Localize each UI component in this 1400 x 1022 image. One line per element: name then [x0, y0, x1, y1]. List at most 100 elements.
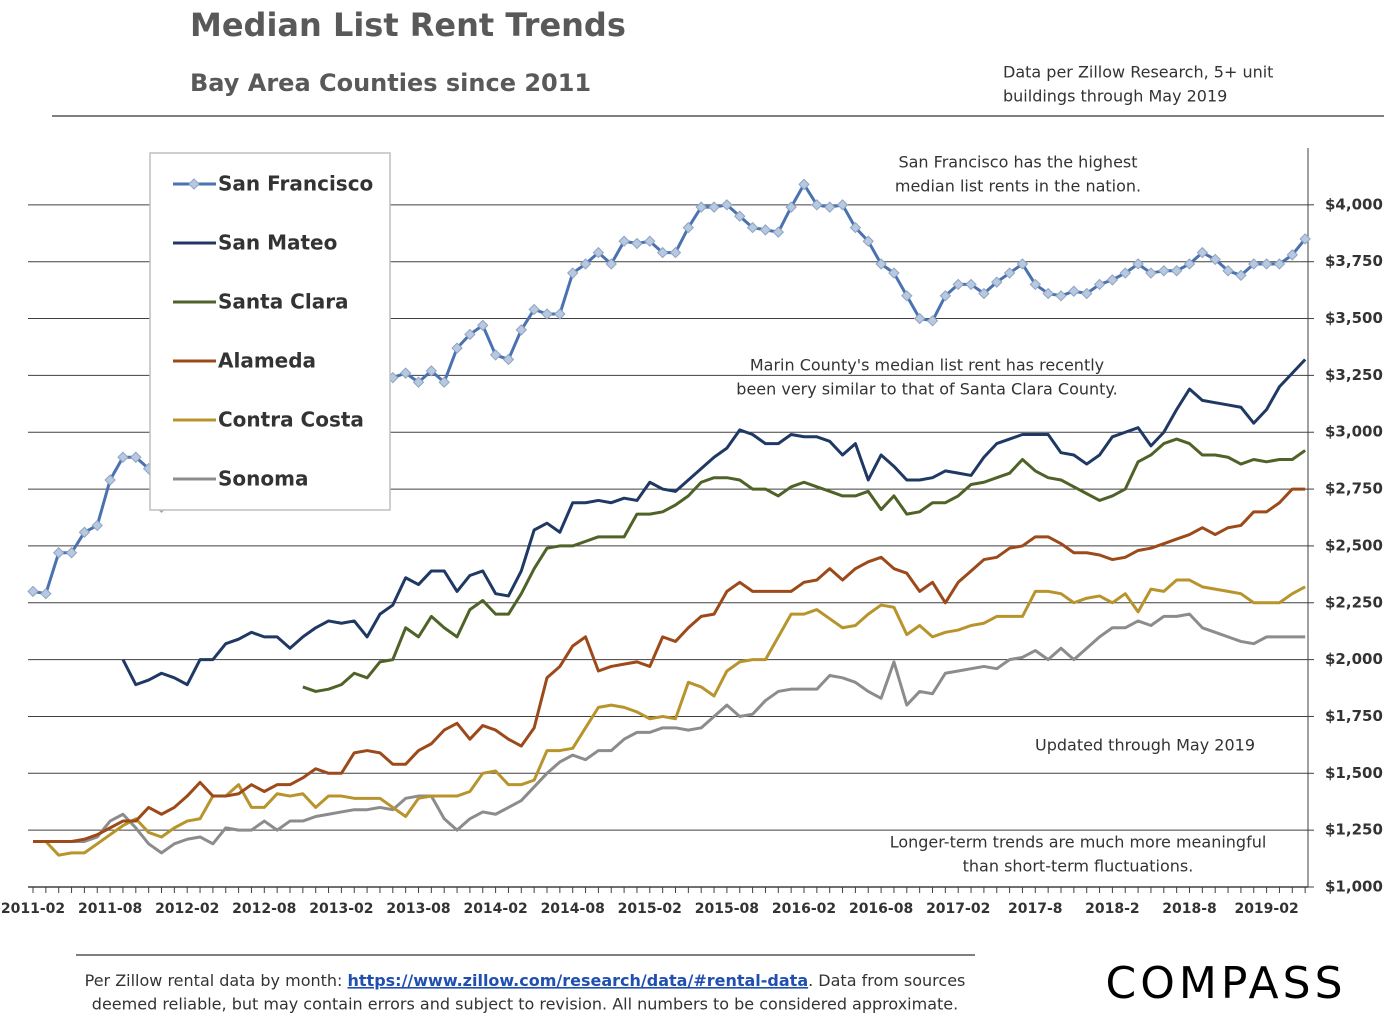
series-marker — [52, 547, 65, 559]
chart-title: Median List Rent Trends — [190, 6, 626, 44]
annotation: than short-term fluctuations. — [963, 857, 1194, 876]
footer-text: Per Zillow rental data by month: https:/… — [85, 971, 966, 990]
legend-label: San Mateo — [218, 231, 337, 255]
series-marker — [759, 224, 772, 236]
series-marker — [1273, 258, 1286, 270]
logo: COMPASS — [1106, 958, 1347, 1009]
y-tick-label: $3,000 — [1325, 423, 1383, 441]
y-tick-label: $3,750 — [1325, 252, 1383, 270]
x-tick-label: 2018-8 — [1162, 901, 1217, 917]
series-marker — [656, 246, 669, 259]
legend-label: Alameda — [218, 349, 316, 373]
series-marker — [875, 258, 887, 270]
source-note: buildings through May 2019 — [1003, 87, 1227, 106]
series-marker — [1119, 267, 1131, 279]
series-marker — [1235, 269, 1247, 282]
series-marker — [836, 199, 849, 211]
legend-box — [149, 152, 391, 511]
x-tick-label: 2016-08 — [849, 901, 913, 917]
series-marker — [734, 210, 746, 222]
source-note: Data per Zillow Research, 5+ unit — [1003, 63, 1273, 82]
series-line — [302, 437, 1307, 693]
series-marker — [862, 235, 874, 247]
series-line — [33, 578, 1306, 857]
series-marker — [412, 376, 425, 388]
series-marker — [40, 587, 52, 600]
x-tick-label: 2018-2 — [1085, 901, 1140, 917]
y-tick-label: $2,500 — [1325, 536, 1383, 554]
series-marker — [965, 278, 977, 291]
series-line — [33, 487, 1306, 844]
x-tick-label: 2014-02 — [463, 901, 527, 917]
series-marker — [117, 451, 129, 463]
x-tick-label: 2013-08 — [386, 901, 450, 917]
series-line — [33, 612, 1306, 855]
series-marker — [695, 201, 707, 213]
series-marker — [811, 199, 823, 211]
series-marker — [566, 267, 579, 279]
series-marker — [1260, 258, 1273, 270]
series-marker — [1093, 278, 1106, 291]
series-marker — [579, 258, 592, 270]
series-marker — [1248, 258, 1260, 270]
series-marker — [27, 585, 39, 598]
series-marker — [901, 290, 913, 302]
series-marker — [991, 276, 1003, 288]
series-marker — [425, 365, 438, 377]
series-marker — [515, 324, 528, 336]
series-marker — [939, 290, 952, 302]
y-tick-label: $2,750 — [1325, 480, 1383, 498]
y-tick-label: $4,000 — [1325, 195, 1383, 213]
footer-text: Per Zillow rental data by month: — [85, 971, 348, 990]
series-marker — [528, 303, 540, 316]
legend-marker — [188, 178, 200, 190]
series-marker — [888, 267, 900, 279]
annotation: San Francisco has the highest — [898, 153, 1137, 172]
series-marker — [823, 201, 836, 213]
series-marker — [541, 308, 553, 320]
x-tick-label: 2019-02 — [1234, 901, 1298, 917]
series-marker — [451, 342, 463, 354]
series-marker — [65, 547, 78, 559]
series-marker — [785, 201, 797, 213]
series-marker — [438, 376, 450, 388]
annotation: Marin County's median list rent has rece… — [750, 356, 1104, 375]
annotation: been very similar to that of Santa Clara… — [736, 380, 1117, 399]
series-marker — [464, 328, 476, 341]
x-tick-label: 2017-8 — [1008, 901, 1063, 917]
series-marker — [1016, 258, 1029, 270]
series-marker — [631, 237, 643, 250]
legend-label: Contra Costa — [218, 408, 364, 432]
series-marker — [1106, 274, 1119, 286]
footer-text: deemed reliable, but may contain errors … — [92, 995, 958, 1014]
series-marker — [1183, 258, 1196, 270]
series-marker — [1080, 287, 1093, 300]
y-tick-label: $3,250 — [1325, 366, 1383, 384]
series-line — [121, 358, 1307, 687]
series-marker — [1145, 267, 1157, 279]
series-marker — [554, 308, 566, 320]
footer-link[interactable]: https://www.zillow.com/research/data/#re… — [348, 971, 809, 990]
legend: San Francisco San Mateo Santa Clara Alameda… — [149, 152, 391, 511]
series-marker — [592, 246, 605, 259]
series-marker — [1042, 287, 1054, 300]
series-marker — [849, 221, 862, 234]
legend-label: San Francisco — [218, 172, 373, 196]
x-tick-label: 2017-02 — [926, 901, 990, 917]
series-marker — [605, 258, 617, 270]
series-marker — [489, 349, 502, 361]
y-tick-label: $1,750 — [1325, 707, 1383, 725]
series-marker — [477, 319, 489, 332]
chart-subtitle: Bay Area Counties since 2011 — [190, 69, 591, 97]
series-marker — [952, 278, 964, 291]
series-marker — [1055, 290, 1067, 302]
series-marker — [913, 312, 926, 325]
series-marker — [682, 221, 695, 234]
series-marker — [502, 353, 515, 366]
x-tick-label: 2011-08 — [78, 901, 142, 917]
annotation: Updated through May 2019 — [1035, 736, 1255, 755]
series-marker — [618, 235, 630, 247]
y-tick-label: $1,500 — [1325, 764, 1383, 782]
series-marker — [1029, 278, 1042, 291]
